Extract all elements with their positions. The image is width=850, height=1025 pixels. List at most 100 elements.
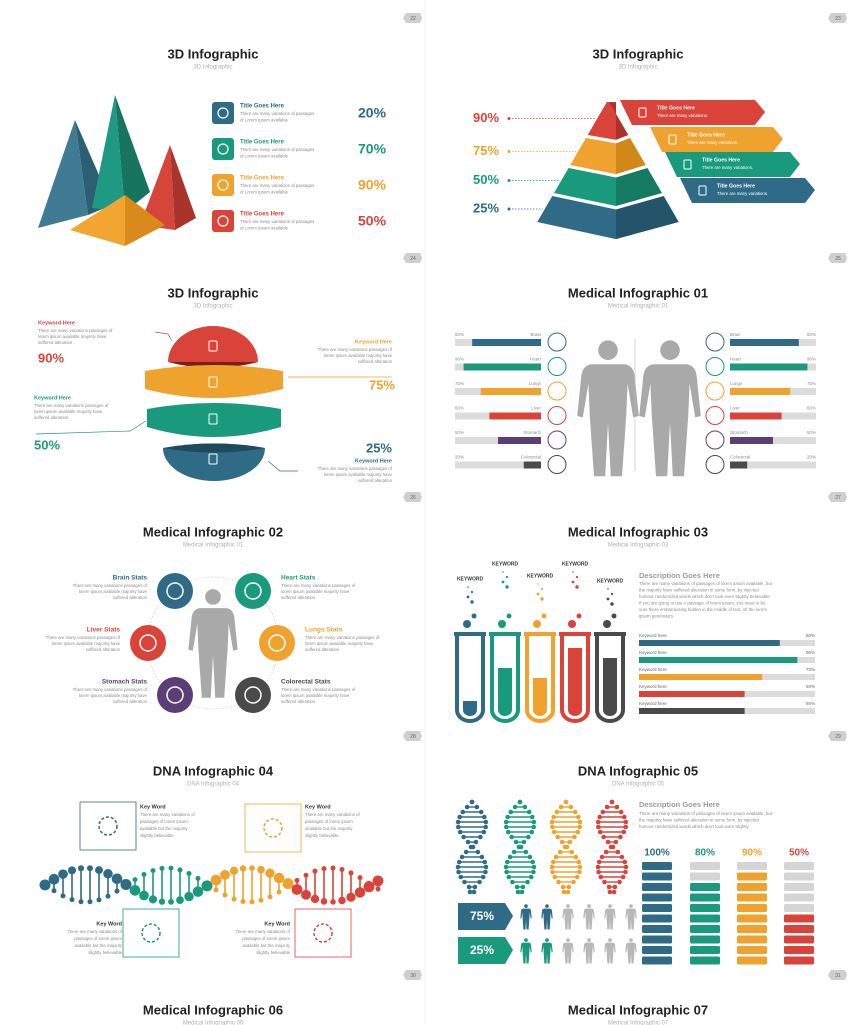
dna-bead [229, 866, 239, 875]
icon [705, 406, 725, 425]
body-text: passages of lorem ipsum [305, 819, 353, 824]
organ-name: Colorectal [521, 455, 541, 460]
icon-glyph [244, 686, 262, 704]
pyramid-face [125, 195, 165, 246]
dna-strand [517, 799, 523, 805]
dna-bead [192, 886, 204, 897]
dna-bead [158, 898, 166, 905]
tag-icon [638, 107, 647, 118]
dna-strand [574, 874, 580, 880]
pyramid-face [140, 145, 175, 230]
column-segment [784, 914, 814, 923]
dna-bead [67, 866, 77, 875]
dna-strand [576, 859, 582, 865]
bar-label: 80% [807, 332, 816, 337]
connector-dot [507, 117, 511, 120]
dna-strand [575, 814, 581, 820]
dna-strand [472, 884, 478, 890]
organ-name: Stomach [730, 430, 748, 435]
bar-label: 80% [806, 633, 815, 638]
column-segment [737, 904, 767, 912]
head [566, 904, 570, 908]
bar [730, 437, 773, 444]
column-label: 80% [695, 848, 715, 859]
dna-bead [78, 899, 84, 905]
body-text: suffered alteration [305, 647, 340, 652]
bubble [502, 571, 504, 573]
head [608, 904, 612, 908]
bubble [537, 583, 539, 585]
slide-title: Medical Infographic 03 [568, 524, 708, 539]
slide-subtitle: 3D Infographic [618, 65, 657, 71]
dna-bead [176, 896, 184, 904]
dna-bead [186, 870, 192, 876]
dna-strand [477, 879, 482, 885]
dna-strand [572, 834, 577, 840]
dna-strand [465, 839, 471, 845]
bar-label: 50% [455, 430, 464, 435]
bubble [498, 620, 506, 628]
dna-bead [285, 883, 291, 889]
item-value: 50% [358, 213, 387, 229]
keyword-value: 25% [366, 440, 392, 455]
dna-strand [597, 814, 603, 820]
keyword-title: Key Word [264, 921, 290, 927]
dna-strand [504, 824, 509, 830]
sphere-band [145, 365, 283, 398]
dna-strand [515, 889, 521, 895]
stat-title: Lungs Stats [305, 627, 343, 634]
body-text: lorem ipsum available majority have [79, 589, 148, 594]
bubble [505, 575, 509, 579]
dna-strand [595, 864, 601, 870]
item-value: 20% [358, 105, 387, 121]
body-text: of Lorem Ipsum available [240, 154, 289, 159]
dna-strand [623, 824, 628, 830]
organ-name: Brain [530, 332, 541, 337]
dna-strand [555, 834, 560, 840]
dna-strand [513, 839, 519, 845]
dna-strand [456, 859, 462, 865]
column-segment [784, 935, 814, 944]
person-icon [604, 938, 616, 964]
dna-strand [609, 799, 615, 805]
slide: 3D Infographic 3D Infographic 25 90% Title G… [473, 46, 847, 263]
body-text: available but the majority [74, 943, 122, 948]
icon-glyph [139, 634, 157, 652]
slide: DNA Infographic 05 DNA Infographic 05 31 De… [455, 763, 847, 980]
dna-strand [506, 874, 512, 880]
dna-strand [481, 829, 487, 835]
dna-bead [330, 899, 336, 905]
dna-bead [103, 869, 113, 879]
tube-rim [524, 632, 556, 636]
dna-strand [478, 809, 484, 815]
dna-strand [520, 884, 526, 890]
bar [730, 388, 791, 395]
organ-name: Lungs [730, 381, 743, 386]
band-icon [208, 453, 218, 465]
dna-strand [613, 839, 619, 845]
dna-bead [129, 884, 141, 896]
dna-strand [455, 864, 461, 870]
dna-strand [569, 849, 575, 855]
column-segment [690, 883, 720, 891]
person-icon [625, 938, 637, 964]
bubble [463, 620, 471, 628]
icon [547, 430, 567, 450]
dna-strand [531, 864, 537, 870]
bar [480, 388, 541, 395]
body [541, 942, 553, 964]
tag-icon [668, 134, 677, 145]
dna-strand [527, 854, 533, 860]
page-number: 24 [410, 256, 416, 262]
stat-title: Heart Stats [281, 575, 316, 582]
head [545, 904, 549, 908]
tube [525, 636, 555, 723]
column-segment [642, 946, 672, 954]
dna-bead [346, 892, 356, 902]
body-text: available but the majority [242, 943, 290, 948]
tube-liquid [568, 648, 582, 716]
body-text: suffered alteration [281, 595, 316, 600]
bubble [501, 580, 505, 584]
dna-bead [213, 887, 219, 893]
dna-strand [571, 879, 576, 885]
